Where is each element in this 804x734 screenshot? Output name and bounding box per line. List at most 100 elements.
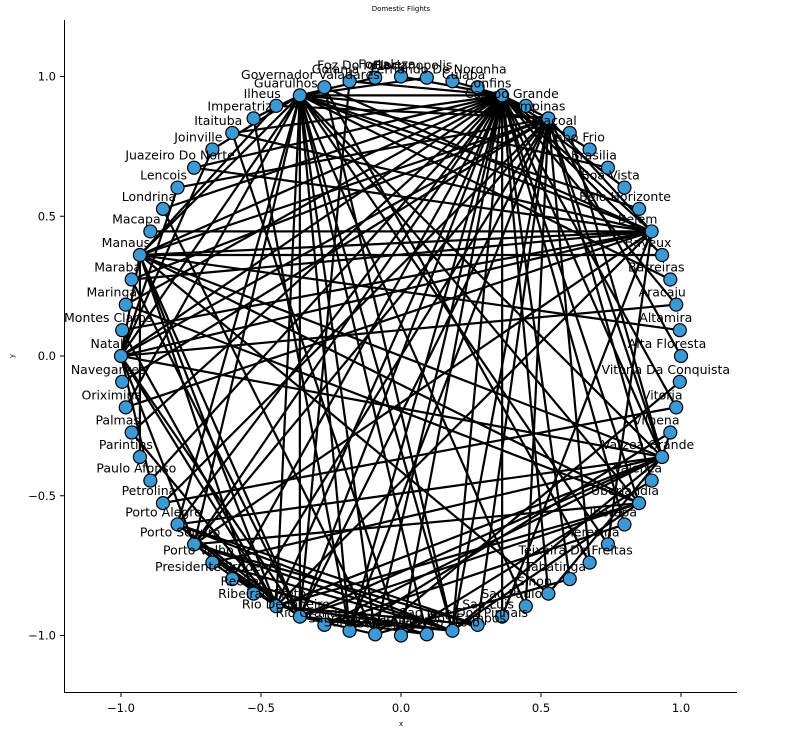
edge bbox=[162, 406, 677, 505]
node bbox=[342, 74, 357, 89]
node bbox=[445, 74, 460, 89]
node bbox=[470, 80, 485, 95]
y-tick-label: 0.5 bbox=[38, 209, 56, 223]
node bbox=[518, 599, 533, 614]
node bbox=[445, 623, 460, 638]
edge bbox=[177, 523, 453, 632]
node bbox=[225, 125, 240, 141]
node-label: Presidente Prudente bbox=[155, 559, 282, 574]
nodes-layer bbox=[113, 69, 689, 643]
edge bbox=[193, 117, 550, 546]
node-label: Barreiras bbox=[628, 260, 685, 275]
node bbox=[115, 374, 130, 389]
node bbox=[246, 111, 261, 126]
edge bbox=[139, 254, 640, 505]
node-label: Vitoria bbox=[642, 387, 683, 402]
edge bbox=[298, 95, 454, 632]
node bbox=[132, 449, 148, 465]
node bbox=[205, 555, 220, 570]
node bbox=[419, 70, 434, 85]
node-label: Porto Velho bbox=[163, 543, 234, 558]
edge bbox=[211, 561, 277, 608]
edge bbox=[324, 523, 625, 626]
node-label: Londrina bbox=[122, 189, 176, 204]
edge bbox=[162, 117, 550, 504]
node-label: Campo Grande bbox=[465, 86, 559, 101]
node-label: Campinas bbox=[503, 98, 565, 113]
edge bbox=[299, 615, 376, 636]
node-label: Oriximina bbox=[81, 387, 142, 402]
node bbox=[644, 473, 659, 488]
node bbox=[124, 272, 139, 287]
edge bbox=[176, 94, 504, 526]
edge bbox=[177, 117, 549, 189]
node-label: Uberaba bbox=[584, 504, 637, 519]
node-label: Lencois bbox=[140, 168, 187, 183]
y-axis-label: y bbox=[8, 354, 16, 358]
node-label: Alta Floresta bbox=[628, 336, 707, 351]
node-label: Montes Claros bbox=[64, 310, 152, 325]
y-tick-label: 1.0 bbox=[38, 70, 56, 84]
node bbox=[631, 496, 647, 511]
node-label: Sao Jose Dos Pinhais bbox=[399, 605, 528, 620]
edge bbox=[193, 230, 653, 546]
node bbox=[118, 297, 133, 312]
node-label: Parintins bbox=[99, 437, 153, 452]
edge bbox=[323, 86, 454, 631]
node bbox=[155, 201, 171, 216]
node-label: Navegantes bbox=[71, 362, 146, 377]
node bbox=[170, 180, 185, 195]
node bbox=[170, 517, 185, 532]
node-label: Confins bbox=[465, 75, 512, 90]
node bbox=[518, 98, 533, 113]
x-tick-label: 1.0 bbox=[672, 701, 690, 715]
edge bbox=[501, 95, 626, 525]
node bbox=[654, 247, 670, 263]
node bbox=[631, 201, 647, 216]
node bbox=[205, 142, 220, 157]
node bbox=[186, 537, 202, 552]
node-label: Uberlandia bbox=[591, 483, 659, 498]
node bbox=[582, 555, 597, 570]
edge bbox=[212, 561, 453, 632]
edge bbox=[121, 117, 549, 383]
node bbox=[617, 517, 632, 532]
node-label: Fortaleza bbox=[358, 57, 415, 72]
x-tick-label: 0.0 bbox=[392, 701, 410, 715]
edge bbox=[275, 502, 640, 608]
node bbox=[644, 224, 659, 239]
node bbox=[393, 69, 409, 84]
node bbox=[118, 400, 133, 415]
edge bbox=[374, 577, 571, 636]
node-label: Paulo Afonso bbox=[96, 461, 176, 476]
node-label: Porto Seguro bbox=[140, 524, 220, 539]
node-label: Sao Paulo bbox=[481, 586, 542, 601]
x-tick-label: −0.5 bbox=[247, 701, 275, 715]
node-label: Joinville bbox=[173, 129, 223, 144]
node bbox=[143, 473, 158, 488]
node bbox=[669, 400, 684, 415]
edge bbox=[119, 187, 179, 357]
node bbox=[617, 180, 632, 195]
node bbox=[663, 272, 678, 287]
node-label: Itaituba bbox=[194, 113, 242, 128]
node-label: Imperatriz bbox=[207, 98, 272, 113]
node-label: Sao Jose Do Rio Preto bbox=[346, 614, 480, 629]
edge bbox=[120, 230, 652, 358]
node bbox=[225, 571, 240, 587]
node bbox=[342, 623, 357, 638]
edge bbox=[299, 94, 663, 458]
labels-layer: Alta Floresta Altamira Aracaju Barreiras Bay… bbox=[64, 57, 730, 631]
edge bbox=[299, 94, 640, 504]
node-label: Recife bbox=[220, 574, 259, 589]
node bbox=[246, 586, 261, 601]
node-label: Cabo Frio bbox=[546, 129, 604, 144]
node-label: Cacoal bbox=[535, 113, 577, 128]
edge bbox=[193, 502, 640, 546]
node bbox=[368, 70, 383, 85]
node-label: Ribeirao Preto bbox=[218, 586, 306, 601]
node bbox=[663, 425, 678, 440]
edge bbox=[139, 94, 301, 256]
node-label: Varzea Grande bbox=[602, 437, 695, 452]
